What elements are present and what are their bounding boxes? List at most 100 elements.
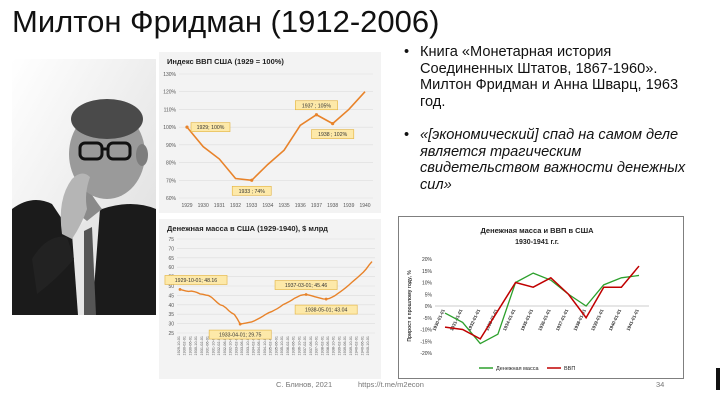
growth-xtick-label: 1934-01-01 <box>502 308 517 332</box>
growth-xtick-label: 1936-01-01 <box>537 308 552 332</box>
bullet-book: • Книга «Монетарная история Соединенных … <box>404 44 704 110</box>
gdp-ytick-label: 60% <box>166 196 177 202</box>
growth-comparison-chart: Денежная масса и ВВП в США 1930-1941 г.г.… <box>398 216 684 379</box>
money-annotated-point <box>238 322 242 326</box>
money-xtick-label: 1936-02-01 <box>286 336 290 355</box>
bullet-quote: • «[экономический] спад на самом деле яв… <box>404 127 704 193</box>
growth-series-line-0 <box>444 272 640 345</box>
money-xtick-label: 1937-10-01 <box>315 336 319 355</box>
money-xtick-label: 1936-10-01 <box>297 336 301 355</box>
gdp-annotated-point <box>250 178 254 182</box>
money-ytick-label: 75 <box>168 237 174 243</box>
growth-chart-svg: Денежная масса и ВВП в США 1930-1941 г.г.… <box>407 226 649 372</box>
bullet-list: • Книга «Монетарная история Соединенных … <box>404 44 704 193</box>
gdp-annotation-box <box>231 185 272 196</box>
money-xtick-label: 1938-10-01 <box>332 336 336 355</box>
money-xtick-label: 1934-02-01 <box>252 336 256 355</box>
gdp-ytick-label: 90% <box>166 143 177 149</box>
money-annotation-label: 1929-10-01; 48.16 <box>175 278 218 284</box>
growth-ytick-label: 0% <box>425 304 433 310</box>
money-xtick-label: 1940-06-01 <box>360 336 364 355</box>
footer-link[interactable]: https://t.me/m2econ <box>358 380 424 389</box>
money-ytick-label: 70 <box>168 246 174 252</box>
money-xtick-label: 1937-02-01 <box>303 336 307 355</box>
gdp-annotated-point <box>314 113 319 117</box>
bullet-text-quote: «[экономический] спад на самом деле явля… <box>420 127 686 193</box>
money-annotation-box <box>294 304 358 315</box>
gdp-ytick-label: 120% <box>163 90 176 96</box>
money-xtick-label: 1940-02-01 <box>355 336 359 355</box>
money-xtick-label: 1930-02-01 <box>183 336 187 355</box>
money-ytick-label: 25 <box>168 331 174 337</box>
money-xtick-label: 1939-10-01 <box>349 336 353 355</box>
money-xtick-label: 1931-02-01 <box>200 336 204 355</box>
growth-legend-label-gdp: ВВП <box>564 366 575 372</box>
money-xtick-label: 1934-06-01 <box>257 336 261 355</box>
money-xtick-label: 1933-10-01 <box>246 336 250 355</box>
growth-chart-title: Денежная масса и ВВП в США <box>480 226 594 235</box>
money-xtick-label: 1932-06-01 <box>223 336 227 355</box>
footer-author: С. Блинов, 2021 <box>276 380 333 389</box>
gdp-ytick-label: 100% <box>163 125 176 131</box>
money-xtick-label: 1938-02-01 <box>320 336 324 355</box>
growth-xtick-label: 1932-01-01 <box>467 308 482 332</box>
growth-xtick-label: 1938-01-01 <box>573 308 588 332</box>
growth-ylabel: Прирост к прошлому году, % <box>407 270 413 342</box>
gdp-annotation-label: 1933 ; 74% <box>239 189 266 195</box>
bullet-dot-icon: • <box>404 44 410 60</box>
money-ytick-label: 30 <box>168 322 174 328</box>
money-annotation-box <box>208 329 272 340</box>
gdp-xtick-label: 1939 <box>343 203 354 209</box>
growth-ytick-label: 15% <box>422 269 433 275</box>
money-ytick-label: 35 <box>168 312 174 318</box>
growth-ytick-label: 10% <box>422 281 433 287</box>
money-xtick-label: 1932-02-01 <box>217 336 221 355</box>
gdp-ytick-label: 80% <box>166 161 177 167</box>
money-xtick-label: 1930-10-01 <box>194 336 198 355</box>
money-xtick-label: 1935-02-01 <box>269 336 273 355</box>
gdp-ytick-label: 110% <box>164 107 177 113</box>
gdp-chart-svg: 60% 70% 80% 90% 100% 110% 120% 130% 1929 1930 1931… <box>163 72 373 209</box>
gdp-index-chart: Индекс ВВП США (1929 = 100%) 60% 70% 80% 90… <box>159 52 381 213</box>
growth-legend-label-money: Денежная масса <box>496 366 539 372</box>
money-xtick-label: 1936-06-01 <box>292 336 296 355</box>
money-supply-chart: Денежная масса в США (1929-1940), $ млрд… <box>159 219 381 379</box>
money-xtick-label: 1935-10-01 <box>280 336 284 355</box>
gdp-annotation-box <box>190 122 231 132</box>
gdp-xtick-label: 1938 <box>327 203 338 209</box>
money-ytick-label: 60 <box>168 265 174 271</box>
gdp-xtick-label: 1929 <box>181 203 192 209</box>
gdp-xtick-label: 1934 <box>262 203 273 209</box>
money-chart-svg: 25303540455055606570751929-10-011930-02-… <box>164 237 375 355</box>
growth-ytick-label: -20% <box>420 351 432 357</box>
edge-marker <box>716 368 720 390</box>
gdp-chart-title: Индекс ВВП США (1929 = 100%) <box>167 57 284 66</box>
gdp-annotation-label: 1938 ; 102% <box>318 132 348 138</box>
bullet-text-book: Книга «Монетарная история Соединенных Шт… <box>420 44 679 110</box>
money-annotated-point <box>178 288 182 291</box>
gdp-xtick-label: 1932 <box>230 203 241 209</box>
growth-xtick-label: 1939-01-01 <box>590 308 605 332</box>
money-xtick-label: 1937-06-01 <box>309 336 313 355</box>
money-annotated-point <box>304 293 308 296</box>
gdp-ytick-label: 70% <box>166 178 177 184</box>
money-ytick-label: 50 <box>168 284 174 290</box>
gdp-annotation-label: 1937 ; 105% <box>302 103 332 109</box>
gdp-ytick-label: 130% <box>163 72 176 78</box>
money-annotation-box <box>274 280 338 290</box>
growth-ytick-label: -10% <box>420 328 432 334</box>
gdp-annotation-label: 1929; 100% <box>197 125 225 131</box>
money-xtick-label: 1939-02-01 <box>337 336 341 355</box>
money-xtick-label: 1940-10-01 <box>366 336 370 355</box>
gdp-series-line <box>186 91 366 182</box>
money-chart-title: Денежная масса в США (1929-1940), $ млрд <box>167 224 328 233</box>
gdp-annotation-box <box>295 100 338 111</box>
money-xtick-label: 1931-06-01 <box>206 336 210 355</box>
money-ytick-label: 65 <box>168 256 174 262</box>
money-annotation-label: 1933-04-01; 29.75 <box>219 333 262 339</box>
gdp-xtick-label: 1930 <box>198 203 209 209</box>
growth-xtick-label: 1930-01-01 <box>431 308 446 332</box>
gdp-annotation-box <box>311 129 355 139</box>
growth-xtick-label: 1935-01-01 <box>520 308 535 332</box>
gdp-annotated-point <box>185 125 189 129</box>
